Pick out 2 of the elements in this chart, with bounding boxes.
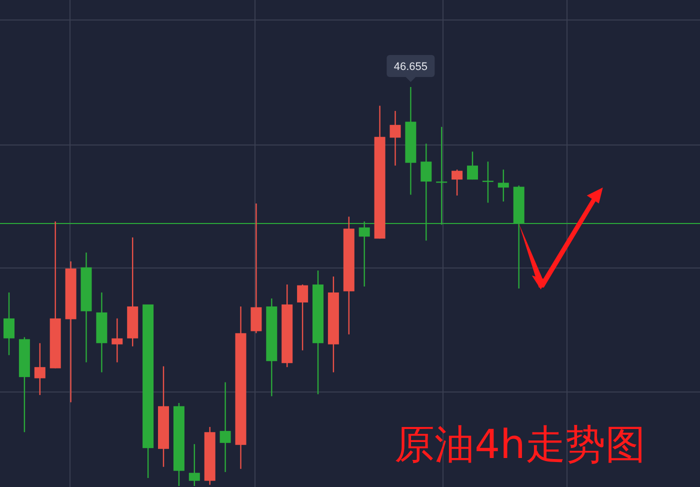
text: 原油4h走势图 — [394, 422, 646, 468]
annotation: 46.655 — [394, 61, 428, 73]
